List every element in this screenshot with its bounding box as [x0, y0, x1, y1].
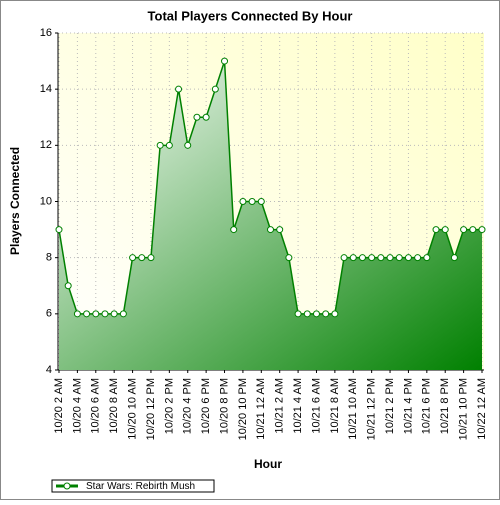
point — [285, 254, 293, 262]
x-axis-title: Hour — [254, 457, 282, 471]
x-tick-label: 10/21 12 AM — [255, 378, 267, 440]
point — [248, 198, 256, 205]
labels: 4 6 8 10 12 14 16 10/20 2 AM 10/20 4 AM 10/20 6 A… — [40, 27, 488, 440]
point — [147, 254, 155, 262]
point — [138, 254, 146, 262]
x-tick-label: 10/20 10 PM — [237, 378, 249, 440]
marks — [55, 57, 486, 370]
x-tick-label: 10/20 2 PM — [163, 378, 175, 434]
y-axis-title: Players Connected — [8, 147, 22, 255]
point — [395, 254, 403, 262]
y-tick-label: 12 — [40, 139, 52, 151]
point — [119, 310, 127, 318]
x-tick-label: 10/20 12 PM — [145, 378, 157, 440]
point — [110, 310, 118, 318]
x-tick-label: 10/20 6 AM — [90, 378, 102, 434]
y-tick-label: 8 — [46, 252, 52, 264]
point — [202, 113, 210, 121]
point — [294, 310, 302, 318]
y-tick-label: 4 — [46, 364, 52, 376]
point — [211, 85, 219, 93]
point — [239, 198, 247, 205]
point — [404, 254, 412, 262]
point — [414, 254, 422, 262]
point — [267, 226, 274, 234]
x-tick-label: 10/20 8 AM — [108, 378, 120, 434]
x-tick-label: 10/21 8 PM — [439, 378, 451, 434]
point — [55, 226, 63, 234]
point — [83, 310, 91, 318]
y-tick-label: 16 — [40, 27, 52, 39]
point — [432, 226, 440, 234]
point — [64, 282, 72, 290]
point — [129, 254, 137, 262]
point — [460, 226, 468, 234]
point — [193, 113, 201, 121]
x-tick-label: 10/20 6 PM — [200, 378, 212, 434]
point — [73, 310, 81, 318]
x-tick-label: 10/21 10 AM — [347, 378, 359, 440]
y-tick-label: 10 — [40, 195, 52, 207]
chart-title: Total Players Connected By Hour — [148, 8, 353, 23]
y-tick-label: 6 — [46, 308, 52, 320]
point — [349, 254, 357, 262]
x-tick-label: 10/20 4 AM — [71, 378, 83, 434]
x-tick-label: 10/21 4 PM — [402, 378, 414, 434]
point — [322, 310, 330, 318]
x-tick-label: 10/21 4 AM — [292, 378, 304, 434]
x-tick-label: 10/21 2 PM — [384, 378, 396, 434]
x-tick-label: 10/21 12 PM — [366, 378, 378, 440]
x-tick-label: 10/20 2 AM — [53, 378, 65, 434]
point — [221, 57, 229, 65]
x-tick-label: 10/21 10 PM — [458, 378, 470, 440]
point — [450, 254, 458, 262]
point — [92, 310, 100, 318]
point — [165, 141, 173, 149]
area — [59, 61, 482, 370]
x-tick-label: 10/22 12 AM — [476, 378, 488, 440]
point — [257, 198, 265, 205]
point — [101, 310, 109, 318]
x-tick-label: 10/20 4 PM — [182, 378, 194, 434]
point — [441, 226, 449, 234]
point — [276, 226, 284, 234]
x-tick-label: 10/21 6 PM — [421, 378, 433, 434]
point — [340, 254, 348, 262]
y-tick-label: 14 — [40, 83, 52, 95]
x-tick-label: 10/20 8 PM — [218, 378, 230, 434]
x-tick-label: 10/21 8 AM — [329, 378, 341, 434]
point — [230, 226, 238, 234]
x-tick-label: 10/20 10 AM — [126, 378, 138, 440]
point — [368, 254, 376, 262]
point — [358, 254, 366, 262]
point — [377, 254, 385, 262]
point — [156, 141, 164, 149]
point — [478, 226, 486, 234]
point — [303, 310, 311, 318]
x-tick-label: 10/21 6 AM — [310, 378, 322, 434]
point — [469, 226, 477, 234]
legend-marker — [63, 482, 71, 490]
point — [175, 85, 183, 93]
legend-box — [51, 479, 215, 493]
x-tick-label: 10/21 2 AM — [274, 378, 286, 434]
point — [423, 254, 431, 262]
legend-label: Star Wars: Rebirth Mush — [86, 481, 195, 492]
point — [184, 141, 192, 149]
point — [312, 310, 320, 318]
point — [386, 254, 394, 262]
point — [331, 310, 339, 318]
